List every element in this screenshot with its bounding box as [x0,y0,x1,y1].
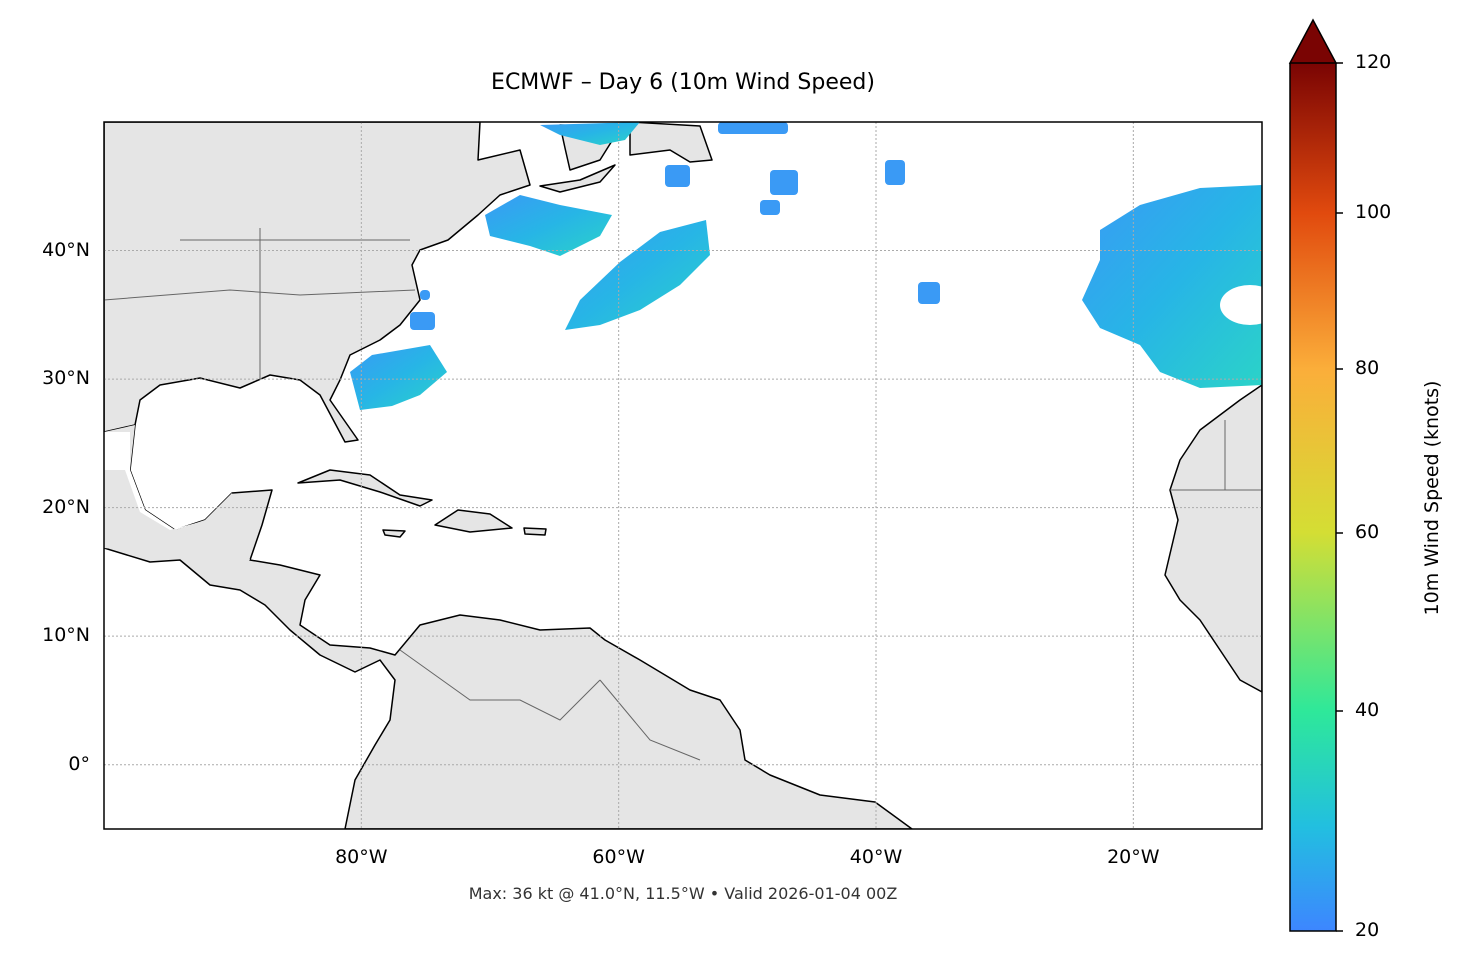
colorbar-label: 10m Wind Speed (knots) [1421,380,1443,616]
lat-tick-label: 30°N [42,367,90,390]
cuba [297,469,433,507]
lat-tick-label: 20°N [42,495,90,518]
wind-patch [420,290,430,300]
puerto-rico [523,527,547,536]
lat-tick-label: 10°N [42,624,90,647]
wind-patch [760,200,780,215]
colorbar-extend-arrow [1288,18,1338,64]
gulf-water [104,432,200,530]
colorbar-frame [1289,63,1337,932]
wind-patch [665,165,690,187]
jamaica [382,529,406,538]
colorbar-tick-label: 60 [1355,521,1380,543]
colorbar-tick-label: 100 [1355,201,1392,223]
wind-field-northeast-coast [485,195,612,256]
africa-land [1164,384,1262,693]
wind-patch [918,282,940,304]
colorbar-tick-label: 40 [1355,699,1380,721]
nova-scotia [539,164,616,193]
max-wind-footer: Max: 36 kt @ 41.0°N, 11.5°W • Valid 2026… [468,884,898,903]
map-title: ECMWF – Day 6 (10m Wind Speed) [491,70,875,95]
lon-tick-label: 40°W [849,846,903,868]
lon-tick-label: 60°W [592,846,645,868]
central-south-america-land [104,424,913,829]
lon-tick-label: 80°W [335,846,388,868]
wind-field-north [540,122,640,145]
country-border [599,679,701,761]
colorbar-tick-label: 120 [1355,51,1392,73]
colorbar-tick-label: 80 [1355,357,1380,379]
storm-eye-calm [1220,285,1262,325]
wind-patch [410,312,435,330]
country-border [399,649,601,721]
north-america-land [104,122,531,443]
colorbar [1290,63,1336,931]
hispaniola [434,509,513,533]
canada-coast [629,122,713,163]
wind-field-southeast-us [350,345,447,410]
country-border [104,289,416,301]
wind-patch [770,170,798,195]
map-frame [103,121,1263,830]
wind-field-central-atlantic [565,220,710,330]
lat-tick-label: 0° [68,752,90,775]
wind-patch [885,160,905,185]
wind-patch [718,122,788,134]
colorbar-tick-label: 20 [1355,919,1380,941]
lon-tick-label: 20°W [1107,846,1160,868]
mexico-land [104,425,250,560]
wind-field-east-atlantic-storm [1082,185,1262,388]
lat-tick-label: 40°N [42,238,90,261]
map-layer [104,122,1262,829]
